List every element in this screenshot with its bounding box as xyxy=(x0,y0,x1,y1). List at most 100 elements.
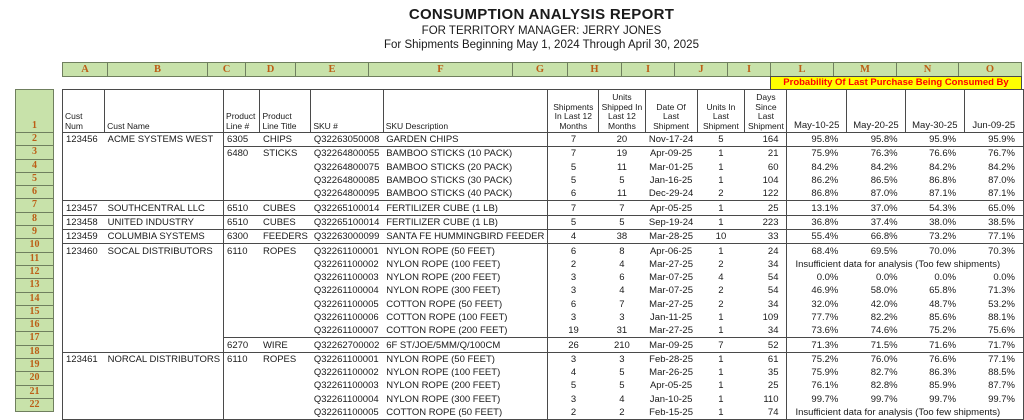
cell-probability-n[interactable]: 75.2% xyxy=(929,325,957,337)
cell-probability-m[interactable]: 95.8% xyxy=(846,131,906,147)
header-prob-date-4[interactable]: Jun-09-25 xyxy=(963,89,1024,133)
cell-cust-num[interactable] xyxy=(63,406,105,420)
column-header-d[interactable]: D xyxy=(246,62,296,77)
cell-insufficient-data-note[interactable]: Insufficient data for analysis (Too few … xyxy=(786,257,1024,271)
cell-shipments[interactable]: 19 xyxy=(547,324,599,338)
row-header-19[interactable]: 19 xyxy=(15,359,54,373)
cell-probability-o[interactable]: 88.5% xyxy=(988,367,1015,379)
cell-days[interactable]: 24 xyxy=(744,243,787,258)
cell-last-units[interactable]: 2 xyxy=(718,285,724,297)
cell-sku-desc[interactable]: NYLON ROPE (100 FEET) xyxy=(386,258,501,270)
cell-line-num[interactable]: 6305 xyxy=(223,131,260,147)
cell-units[interactable]: 20 xyxy=(598,131,646,147)
cell-line-num[interactable]: 6300 xyxy=(223,229,260,244)
cell-probability-n[interactable]: 99.7% xyxy=(929,393,957,405)
cell-last-date[interactable]: Mar-07-25 xyxy=(649,272,693,284)
header-product-line-num[interactable]: Product Line # xyxy=(223,89,261,133)
cell-cust-num[interactable] xyxy=(63,366,105,379)
cell-units[interactable]: 11 xyxy=(616,188,627,200)
cell-cust-num[interactable] xyxy=(63,147,105,161)
row-header-18[interactable]: 18 xyxy=(15,345,54,360)
cell-sku-desc[interactable]: NYLON ROPE (100 FEET) xyxy=(386,367,501,379)
cell-cust-num[interactable] xyxy=(63,393,105,406)
cell-sku[interactable]: Q32265100014 xyxy=(310,214,384,230)
cell-shipments[interactable]: 5 xyxy=(547,379,599,393)
row-header-2[interactable]: 2 xyxy=(15,133,54,147)
cell-probability-n[interactable]: 0.0% xyxy=(934,272,957,284)
cell-units[interactable]: 6 xyxy=(619,272,625,284)
cell-sku[interactable]: Q32264800075 xyxy=(313,161,380,173)
cell-units[interactable]: 8 xyxy=(598,243,646,258)
cell-sku-desc[interactable]: BAMBOO STICKS (40 PACK) xyxy=(386,188,513,200)
column-header-b[interactable]: B xyxy=(108,62,208,77)
cell-sku[interactable]: Q32261100001 xyxy=(310,243,384,258)
cell-line-title[interactable]: WIRE xyxy=(259,337,311,353)
row-header-4[interactable]: 4 xyxy=(15,159,54,173)
row-header-14[interactable]: 14 xyxy=(15,292,54,306)
cell-days[interactable]: 54 xyxy=(767,272,779,284)
cell-shipments[interactable]: 7 xyxy=(547,146,599,161)
row-header-8[interactable]: 8 xyxy=(15,212,54,227)
header-prob-date-1[interactable]: May-10-25 xyxy=(786,89,847,133)
cell-units[interactable]: 5 xyxy=(619,380,625,392)
cell-probability-m[interactable]: 82.8% xyxy=(870,380,898,392)
cell-sku-desc[interactable]: COTTON ROPE (200 FEET) xyxy=(386,325,508,337)
row-header-7[interactable]: 7 xyxy=(15,199,54,213)
cell-shipments[interactable]: 3 xyxy=(547,270,599,285)
cell-sku[interactable]: Q32261100001 xyxy=(310,351,384,367)
cell-line-num[interactable] xyxy=(223,405,260,420)
cell-probability-o[interactable]: 53.2% xyxy=(988,298,1015,310)
cell-probability-n[interactable]: 85.9% xyxy=(929,380,957,392)
cell-probability-m[interactable]: 87.0% xyxy=(870,188,898,200)
cell-cust-name[interactable]: ACME SYSTEMS WEST xyxy=(104,131,224,147)
cell-line-title[interactable] xyxy=(260,311,311,324)
cell-cust-name[interactable]: NORCAL DISTRIBUTORS xyxy=(104,351,224,367)
cell-shipments[interactable]: 7 xyxy=(547,131,599,147)
cell-shipments[interactable]: 5 xyxy=(547,214,599,230)
cell-probability-n[interactable]: 71.6% xyxy=(905,337,965,353)
cell-last-units[interactable]: 1 xyxy=(718,325,724,337)
cell-line-num[interactable] xyxy=(223,160,260,174)
cell-sku[interactable]: Q32261100003 xyxy=(313,380,379,392)
cell-line-title[interactable] xyxy=(260,324,311,338)
cell-line-num[interactable]: 6270 xyxy=(223,337,260,353)
cell-last-date[interactable]: Mar-27-25 xyxy=(649,258,693,270)
cell-shipments[interactable]: 2 xyxy=(547,257,599,271)
cell-line-title[interactable]: CUBES xyxy=(259,200,311,216)
cell-last-date[interactable]: Apr-06-25 xyxy=(645,243,698,258)
cell-cust-name[interactable] xyxy=(105,406,224,420)
cell-shipments[interactable]: 5 xyxy=(547,173,599,188)
row-header-17[interactable]: 17 xyxy=(15,332,54,346)
header-sku[interactable]: SKU # xyxy=(310,89,384,133)
cell-line-num[interactable] xyxy=(223,366,260,380)
cell-probability-l[interactable]: 73.6% xyxy=(786,324,847,338)
cell-last-units[interactable]: 1 xyxy=(718,393,724,405)
cell-days[interactable]: 34 xyxy=(767,298,779,310)
column-header-e[interactable]: E xyxy=(296,62,369,77)
cell-last-date[interactable]: Mar-07-25 xyxy=(649,285,693,297)
cell-cust-name[interactable] xyxy=(105,284,224,297)
cell-cust-name[interactable] xyxy=(105,187,224,201)
cell-days[interactable]: 54 xyxy=(767,285,779,297)
cell-probability-o[interactable]: 87.7% xyxy=(988,380,1015,392)
cell-cust-name[interactable]: UNITED INDUSTRY xyxy=(104,214,224,230)
cell-line-title[interactable] xyxy=(260,284,311,297)
cell-shipments[interactable]: 3 xyxy=(547,351,599,367)
cell-probability-o[interactable]: 87.0% xyxy=(988,175,1015,187)
cell-units[interactable]: 5 xyxy=(619,175,625,187)
cell-shipments[interactable]: 7 xyxy=(547,200,599,216)
cell-units[interactable]: 3 xyxy=(598,351,646,367)
cell-units[interactable]: 4 xyxy=(619,393,625,405)
cell-probability-m[interactable]: 37.4% xyxy=(846,214,906,230)
cell-sku[interactable]: Q32264800085 xyxy=(313,175,380,187)
cell-last-units[interactable]: 1 xyxy=(697,351,745,367)
cell-probability-l[interactable]: 68.4% xyxy=(786,243,847,258)
cell-probability-o[interactable]: 77.1% xyxy=(964,351,1024,367)
cell-probability-l[interactable]: 95.8% xyxy=(786,131,847,147)
cell-days[interactable]: 104 xyxy=(762,175,779,187)
cell-cust-num[interactable] xyxy=(63,324,105,338)
cell-cust-num[interactable]: 123458 xyxy=(62,214,105,230)
column-header-k[interactable]: I xyxy=(728,62,771,77)
cell-days[interactable]: 74 xyxy=(767,407,779,419)
row-header-11[interactable]: 11 xyxy=(15,252,54,266)
